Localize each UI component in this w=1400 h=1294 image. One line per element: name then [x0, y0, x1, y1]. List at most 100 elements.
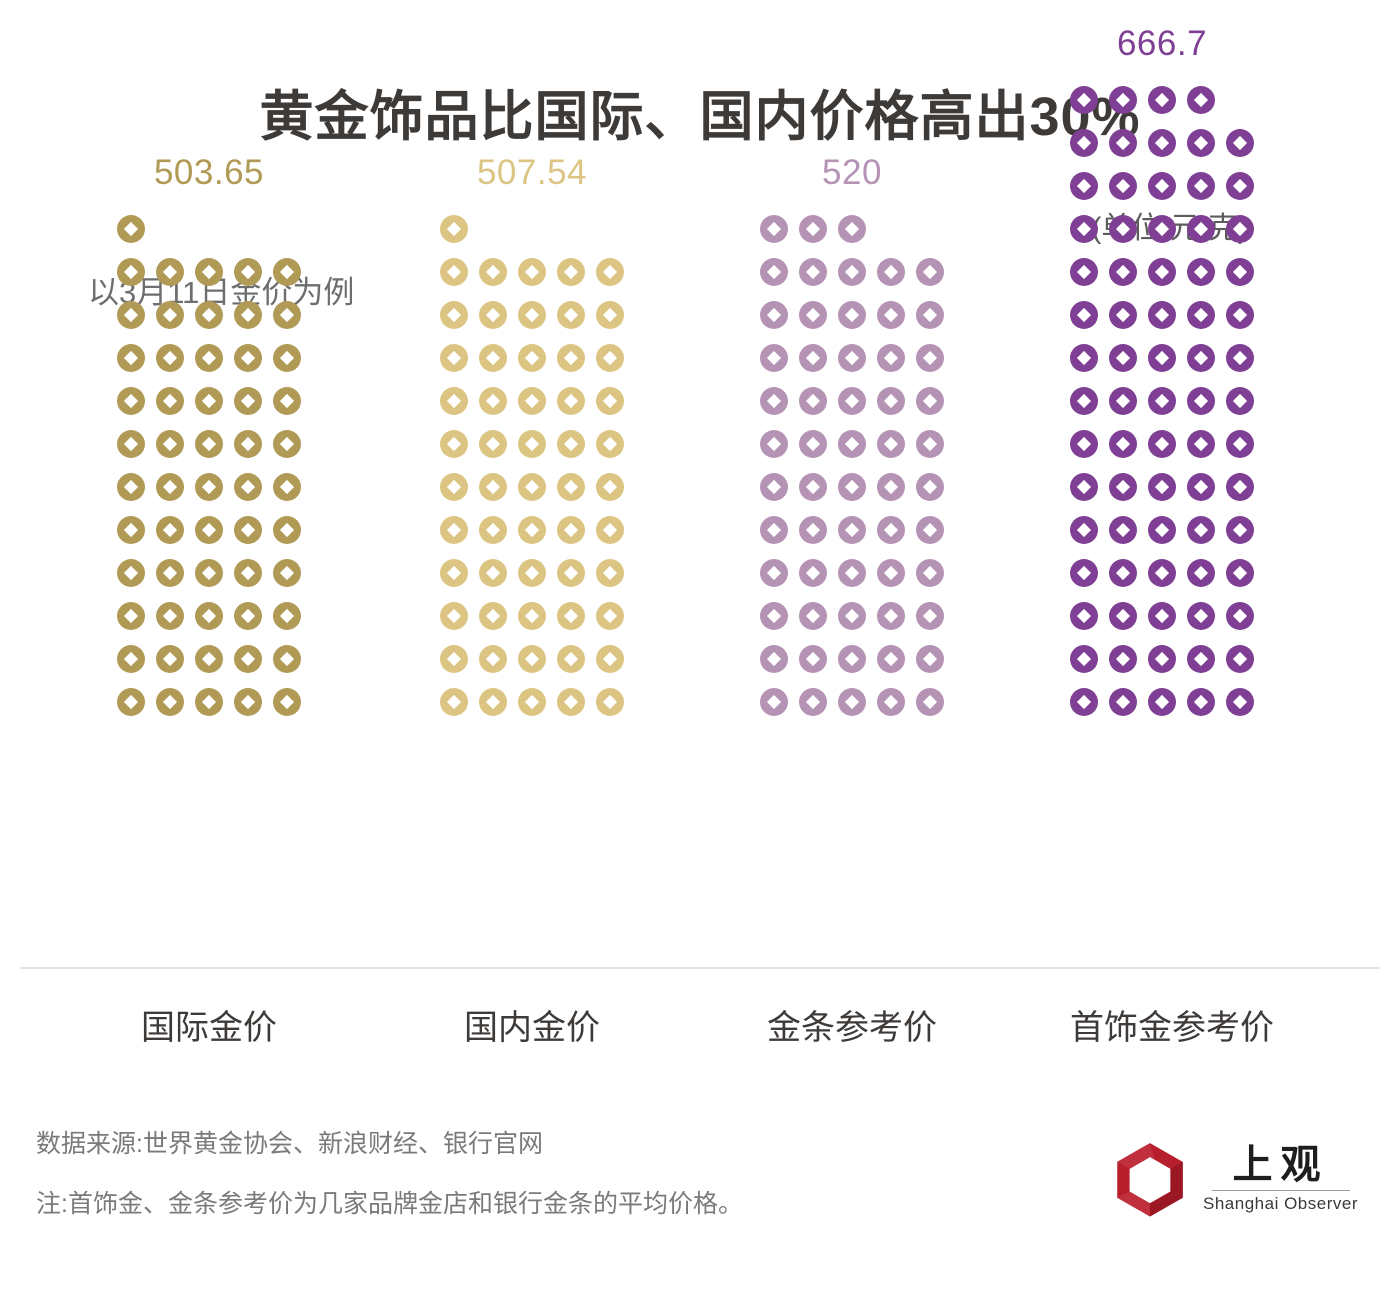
coin-icon — [1148, 558, 1176, 587]
coin-icon — [195, 257, 223, 286]
coin-icon — [838, 558, 866, 587]
coin-icon — [1187, 343, 1215, 372]
coin-icon — [518, 687, 546, 716]
coin-icon — [838, 343, 866, 372]
coin-icon — [273, 601, 301, 630]
coin-stack — [760, 207, 944, 723]
coin-row — [1070, 637, 1265, 680]
coin-icon — [1070, 343, 1098, 372]
coin-icon — [1226, 171, 1254, 200]
coin-icon — [234, 558, 262, 587]
coin-row — [117, 508, 312, 551]
coin-icon — [1070, 128, 1098, 157]
coin-row — [117, 422, 312, 465]
coin-icon — [1148, 429, 1176, 458]
coin-icon — [195, 601, 223, 630]
coin-icon — [1148, 644, 1176, 673]
coin-icon — [916, 429, 944, 458]
shanghai-observer-hexagon-icon — [1117, 1143, 1183, 1217]
coin-icon — [1070, 687, 1098, 716]
coin-icon — [117, 300, 145, 329]
coin-icon — [440, 386, 468, 415]
coin-row — [1070, 551, 1265, 594]
coin-icon — [1070, 214, 1098, 243]
coin-icon — [1109, 601, 1137, 630]
coin-icon — [1187, 515, 1215, 544]
coin-icon — [1109, 171, 1137, 200]
chart-column: 520 — [760, 153, 944, 723]
coin-icon — [440, 601, 468, 630]
coin-icon — [1070, 300, 1098, 329]
coin-icon — [156, 300, 184, 329]
coin-row — [760, 680, 955, 723]
coin-row — [1070, 121, 1265, 164]
coin-icon — [1187, 429, 1215, 458]
coin-icon — [1187, 85, 1215, 114]
coin-icon — [440, 300, 468, 329]
coin-row — [760, 250, 955, 293]
coin-icon — [1109, 85, 1137, 114]
coin-icon — [1187, 171, 1215, 200]
coin-icon — [799, 429, 827, 458]
coin-icon — [1226, 472, 1254, 501]
coin-icon — [440, 472, 468, 501]
coin-icon — [518, 429, 546, 458]
coin-icon — [838, 386, 866, 415]
coin-icon — [1109, 429, 1137, 458]
coin-row — [117, 594, 312, 637]
coin-icon — [440, 214, 468, 243]
coin-icon — [838, 601, 866, 630]
coin-icon — [799, 214, 827, 243]
coin-icon — [596, 429, 624, 458]
coin-icon — [799, 300, 827, 329]
coin-icon — [877, 472, 905, 501]
coin-icon — [557, 472, 585, 501]
coin-icon — [596, 386, 624, 415]
pictorial-chart: 503.65 国际金价 507.54 国内金价 520 金条参考价 666.7 首饰金参考价 — [0, 0, 1400, 1050]
coin-row — [440, 293, 635, 336]
coin-icon — [195, 429, 223, 458]
coin-row — [117, 680, 312, 723]
coin-icon — [1109, 515, 1137, 544]
footer-notes: 数据来源:世界黄金协会、新浪财经、银行官网 注:首饰金、金条参考价为几家品牌金店… — [36, 1128, 936, 1248]
coin-row — [1070, 508, 1265, 551]
coin-icon — [760, 343, 788, 372]
coin-icon — [234, 257, 262, 286]
coin-icon — [1148, 128, 1176, 157]
coin-icon — [273, 386, 301, 415]
coin-icon — [596, 601, 624, 630]
coin-icon — [1226, 687, 1254, 716]
coin-icon — [1109, 214, 1137, 243]
category-label: 首饰金参考价 — [1070, 1009, 1274, 1047]
page-title: 黄金饰品比国际、国内价格高出30% — [259, 87, 1141, 147]
coin-icon — [1109, 257, 1137, 286]
coin-icon — [1148, 472, 1176, 501]
coin-icon — [479, 257, 507, 286]
coin-icon — [440, 429, 468, 458]
coin-icon — [156, 472, 184, 501]
coin-icon — [1148, 687, 1176, 716]
coin-icon — [557, 601, 585, 630]
coin-row — [1070, 293, 1265, 336]
coin-icon — [916, 343, 944, 372]
coin-icon — [1109, 300, 1137, 329]
coin-icon — [760, 644, 788, 673]
coin-icon — [877, 386, 905, 415]
methodology-note: 注:首饰金、金条参考价为几家品牌金店和银行金条的平均价格。 — [36, 1189, 743, 1218]
coin-stack — [1070, 78, 1254, 723]
coin-icon — [1187, 214, 1215, 243]
coin-icon — [117, 601, 145, 630]
coin-icon — [916, 472, 944, 501]
coin-icon — [916, 558, 944, 587]
coin-row — [1070, 164, 1265, 207]
coin-row — [117, 379, 312, 422]
brand-divider — [1211, 1190, 1350, 1191]
coin-icon — [916, 644, 944, 673]
coin-icon — [195, 558, 223, 587]
coin-icon — [596, 687, 624, 716]
coin-row — [1070, 379, 1265, 422]
coin-icon — [760, 257, 788, 286]
coin-icon — [799, 386, 827, 415]
column-value-label: 507.54 — [476, 153, 588, 192]
coin-icon — [596, 343, 624, 372]
